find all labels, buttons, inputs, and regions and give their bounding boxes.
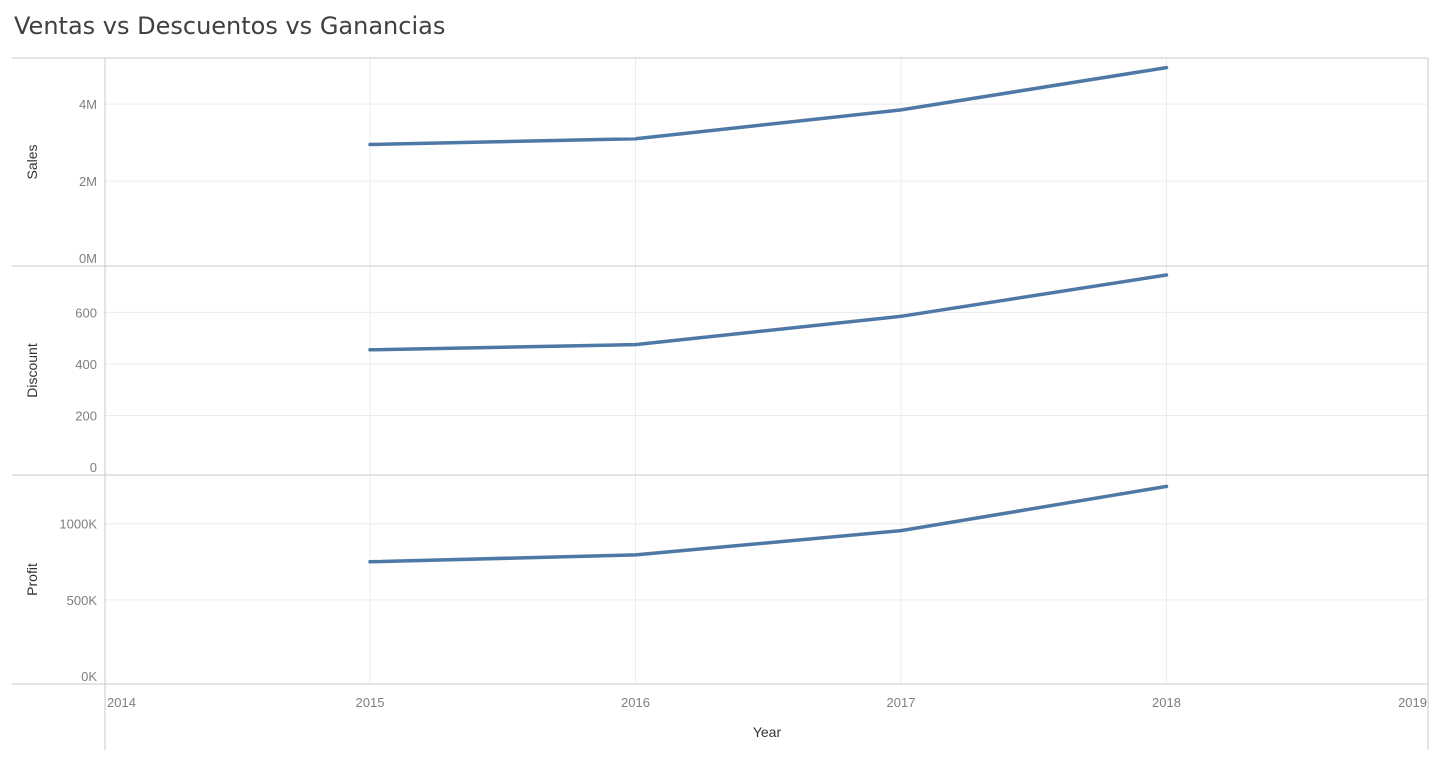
y-tick-label: 1000K — [59, 517, 97, 532]
series-line-sales — [368, 65, 1169, 147]
x-tick-label: 2019 — [1398, 695, 1427, 710]
y-tick-label: 2M — [79, 174, 97, 189]
x-tick-label: 2017 — [887, 695, 916, 710]
x-axis-title: Year — [753, 724, 782, 740]
y-tick-label: 4M — [79, 97, 97, 112]
y-tick-label: 0 — [90, 460, 97, 475]
y-tick-label: 600 — [75, 305, 97, 320]
x-tick-label: 2016 — [621, 695, 650, 710]
y-tick-label: 0M — [79, 251, 97, 266]
y-axis-title: Discount — [24, 343, 40, 398]
y-axis-title: Profit — [24, 563, 40, 596]
series-line-discount — [368, 273, 1169, 352]
series-line-profit — [368, 484, 1169, 564]
y-tick-label: 0K — [81, 669, 97, 684]
x-tick-label: 2014 — [107, 695, 136, 710]
x-tick-label: 2018 — [1152, 695, 1181, 710]
y-tick-label: 500K — [67, 593, 98, 608]
y-tick-label: 200 — [75, 408, 97, 423]
x-tick-label: 2015 — [356, 695, 385, 710]
y-axis-title: Sales — [24, 144, 40, 179]
y-tick-label: 400 — [75, 357, 97, 372]
chart-title: Ventas vs Descuentos vs Ganancias — [14, 12, 446, 40]
